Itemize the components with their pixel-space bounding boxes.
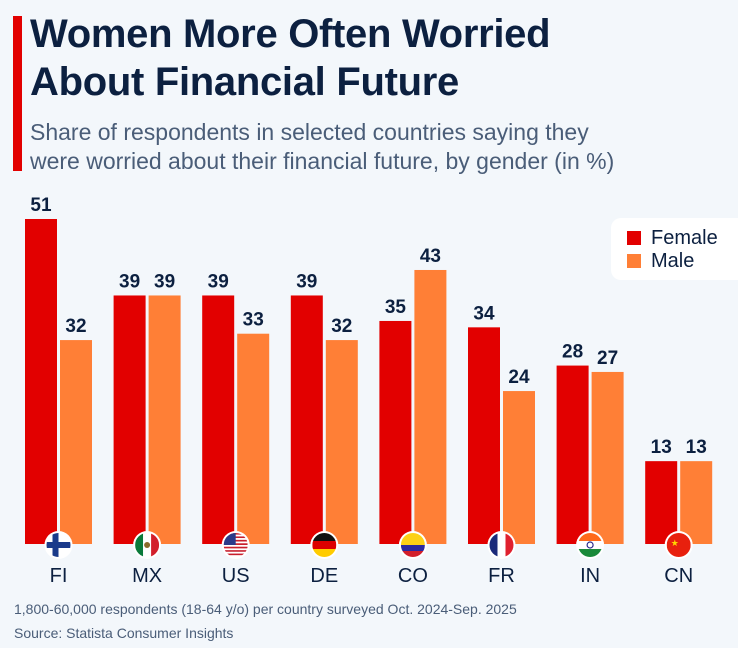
bar-male-us [237, 333, 270, 544]
category-label-fr: FR [488, 565, 515, 587]
legend-swatch-male [627, 254, 641, 268]
finland-flag-icon [46, 533, 71, 557]
chart-subtitle: Share of respondents in selected countri… [30, 118, 730, 176]
legend-item-male: Male [627, 250, 694, 272]
svg-text:★: ★ [671, 538, 679, 548]
chart-title: Women More Often Worried About Financial… [30, 10, 730, 106]
footnote: 1,800-60,000 respondents (18-64 y/o) per… [14, 601, 517, 617]
data-label-male-in: 27 [597, 348, 618, 369]
bar-female-fi [25, 219, 57, 544]
germany-flag-icon [312, 533, 337, 557]
data-label-female-de: 39 [296, 271, 317, 292]
data-label-male-co: 43 [420, 246, 441, 267]
data-label-male-de: 32 [331, 316, 352, 337]
category-label-co: CO [398, 565, 428, 587]
category-label-de: DE [310, 565, 338, 587]
data-label-male-us: 33 [243, 310, 264, 331]
legend-item-female: Female [627, 227, 718, 249]
data-label-female-mx: 39 [119, 271, 140, 292]
bar-male-de [325, 340, 358, 544]
china-flag-icon: ★ [666, 533, 691, 557]
legend-label-male: Male [651, 249, 695, 272]
title-line-2: About Financial Future [30, 60, 459, 104]
data-label-female-fr: 34 [473, 303, 495, 324]
data-label-female-us: 39 [208, 271, 229, 292]
data-label-female-in: 28 [562, 342, 583, 363]
category-label-cn: CN [664, 565, 693, 587]
data-label-male-fr: 24 [508, 367, 530, 388]
bar-female-fr [468, 327, 500, 544]
title-line-1: Women More Often Worried [30, 12, 551, 56]
bar-female-co [379, 320, 412, 544]
category-label-mx: MX [132, 565, 162, 587]
subtitle-line-2: were worried about their financial futur… [30, 148, 615, 174]
bar-male-in [591, 371, 624, 544]
source-note: Source: Statista Consumer Insights [14, 625, 234, 641]
bar-female-de [290, 295, 323, 544]
bar-male-cn [680, 461, 713, 544]
data-label-female-cn: 13 [651, 437, 672, 458]
data-label-male-mx: 39 [154, 271, 175, 292]
bar-male-co [414, 269, 447, 544]
data-label-female-co: 35 [385, 297, 407, 318]
bar-female-us [202, 295, 235, 544]
data-label-male-fi: 32 [65, 316, 86, 337]
india-flag-icon [578, 533, 603, 557]
bar-male-fi [60, 340, 92, 544]
bar-female-mx [113, 295, 146, 544]
category-label-fi: FI [50, 565, 68, 587]
data-label-male-cn: 13 [686, 437, 707, 458]
subtitle-line-1: Share of respondents in selected countri… [30, 119, 589, 145]
bar-male-mx [148, 295, 181, 544]
data-label-female-fi: 51 [30, 195, 52, 216]
bar-female-cn [645, 461, 678, 544]
category-label-in: IN [580, 565, 600, 587]
colombia-flag-icon [400, 533, 425, 557]
france-flag-icon [489, 533, 514, 557]
legend-swatch-female [627, 231, 641, 245]
legend-label-female: Female [651, 226, 718, 249]
mexico-flag-icon [135, 533, 160, 557]
bar-female-in [556, 365, 589, 544]
usa-flag-icon [223, 533, 248, 557]
bar-male-fr [503, 391, 535, 544]
legend: Female Male [611, 218, 738, 280]
category-label-us: US [222, 565, 250, 587]
title-accent-bar [13, 16, 22, 171]
